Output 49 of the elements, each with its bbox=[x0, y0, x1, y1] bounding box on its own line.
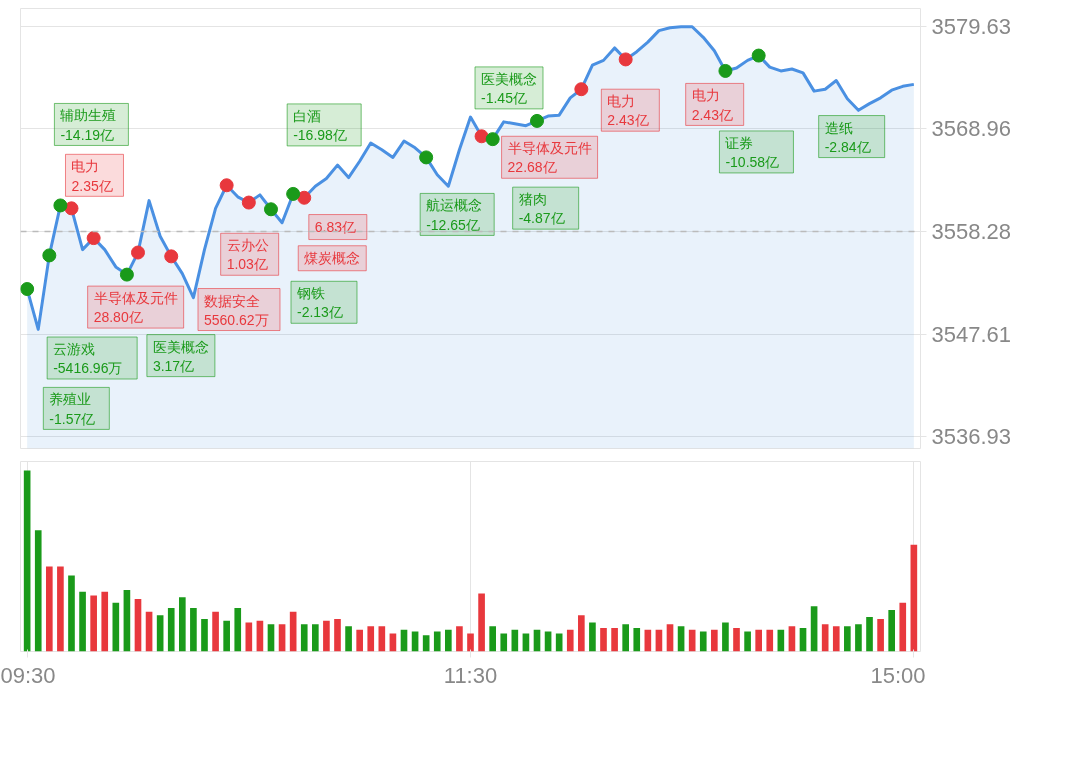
x-tick-label: 11:30 bbox=[443, 662, 498, 688]
point bbox=[20, 282, 35, 297]
y-tick-label: 3579.63 bbox=[931, 13, 1012, 39]
annotation: 云游戏 -5416.96万 bbox=[53, 341, 123, 377]
annotation: 云办公 1.03亿 bbox=[226, 237, 269, 273]
annotation: 猪肉 -4.87亿 bbox=[518, 191, 565, 227]
point bbox=[474, 129, 489, 144]
point bbox=[286, 186, 301, 201]
annotation: 数据安全 5560.62万 bbox=[203, 292, 269, 328]
annotation: 辅助生殖 -14.19亿 bbox=[60, 107, 117, 143]
annotation: 电力 2.35亿 bbox=[71, 158, 113, 194]
x-tick-label: 15:00 bbox=[870, 662, 926, 688]
annotation: 电力 2.43亿 bbox=[691, 87, 733, 123]
y-tick-label: 3547.61 bbox=[931, 321, 1012, 347]
x-tick-label: 09:30 bbox=[0, 662, 56, 688]
point bbox=[718, 63, 733, 78]
annotation: 钢铁 -2.13亿 bbox=[295, 285, 343, 321]
point bbox=[42, 248, 57, 263]
point bbox=[419, 150, 434, 165]
annotation: 医美概念 3.17亿 bbox=[152, 338, 209, 374]
annotation: 白酒 -16.98亿 bbox=[293, 107, 347, 144]
annotation: 6.83亿 bbox=[314, 218, 357, 235]
annotation: 半导体及元件 22.68亿 bbox=[507, 140, 592, 176]
point bbox=[86, 231, 101, 246]
point bbox=[241, 195, 256, 210]
annotation: 养殖业 -1.57亿 bbox=[49, 391, 96, 427]
annotation: 证券 -10.58亿 bbox=[725, 134, 780, 171]
point bbox=[618, 52, 633, 67]
point bbox=[164, 249, 179, 264]
point bbox=[130, 245, 145, 260]
point bbox=[297, 190, 312, 205]
y-tick-label: 3568.96 bbox=[931, 116, 1012, 142]
annotation: 电力 2.43亿 bbox=[607, 93, 649, 129]
annotation: 航运概念 -12.65亿 bbox=[426, 197, 483, 233]
point bbox=[64, 201, 79, 216]
annotation: 医美概念 -1.45亿 bbox=[481, 70, 537, 107]
point bbox=[751, 48, 766, 63]
y-tick-label: 3536.93 bbox=[931, 424, 1012, 450]
point bbox=[485, 132, 500, 147]
point bbox=[530, 113, 544, 128]
point bbox=[574, 82, 589, 97]
point bbox=[219, 178, 234, 193]
point bbox=[53, 198, 68, 213]
annotation: 半导体及元件 28.80亿 bbox=[93, 290, 178, 326]
point bbox=[263, 202, 278, 217]
annotation: 造纸 -2.84亿 bbox=[824, 119, 871, 155]
y-tick-label: 3558.28 bbox=[931, 219, 1012, 245]
point bbox=[119, 267, 134, 282]
annotation: 煤炭概念 bbox=[304, 249, 361, 266]
